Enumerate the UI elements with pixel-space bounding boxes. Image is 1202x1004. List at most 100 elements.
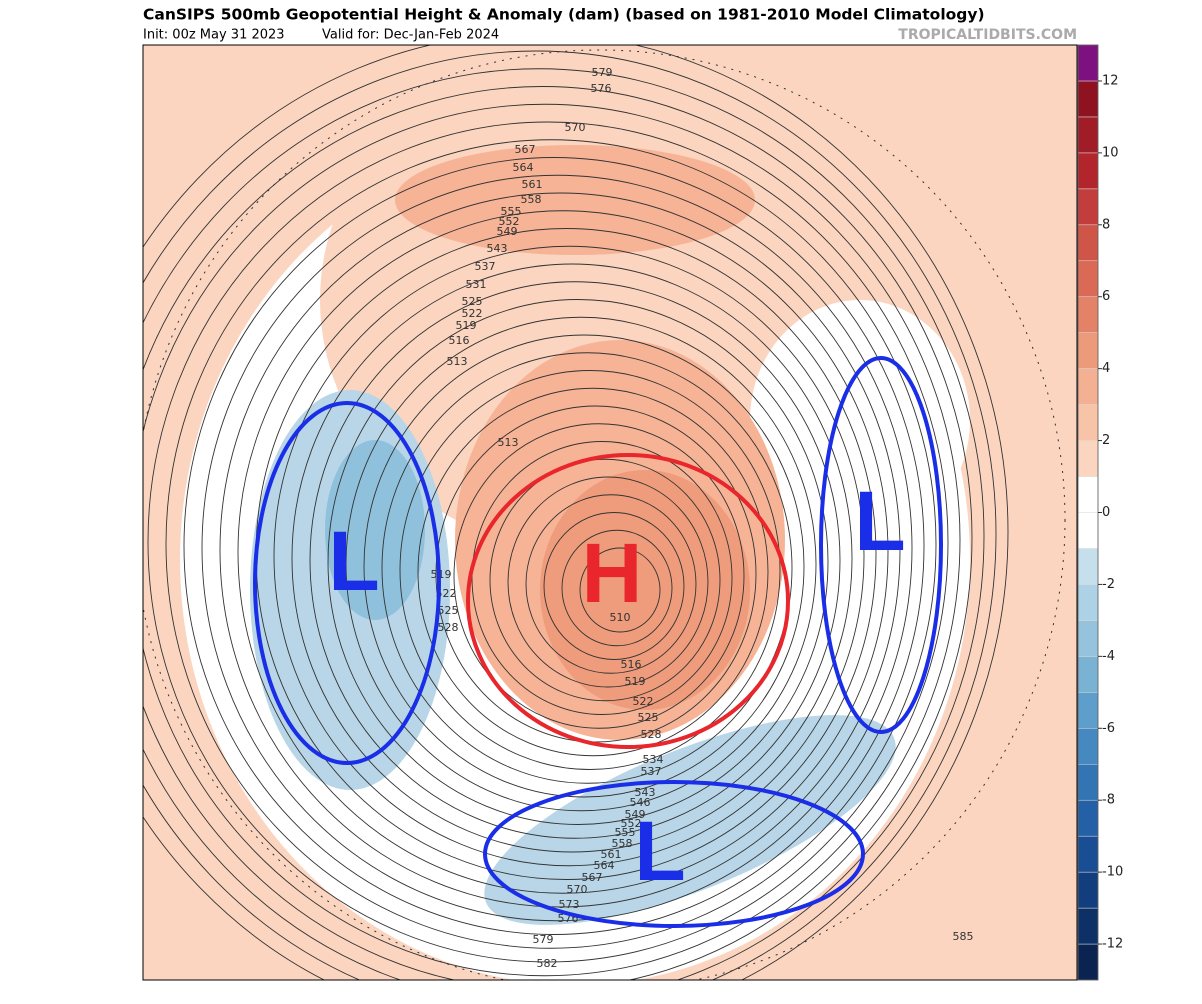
colorbar-label: -2	[1102, 577, 1115, 592]
contour-label: 579	[592, 66, 613, 79]
colorbar-label: 0	[1102, 505, 1110, 520]
high-outline	[466, 453, 790, 749]
contour-line	[453, 423, 745, 729]
contour-label: 549	[497, 225, 518, 238]
colorbar: -12 -10 -8 -6 -4 -2 0 2 4 6 8 10 12	[1077, 44, 1123, 981]
contour-line	[507, 476, 709, 688]
contour-line	[435, 405, 757, 743]
colorbar-bin	[1077, 656, 1099, 693]
contour-label: 525	[638, 711, 659, 724]
contour-label: 552	[499, 215, 520, 228]
contour-line	[201, 174, 913, 922]
height-contours	[143, 45, 1009, 980]
contour-label: 549	[625, 808, 646, 821]
contour-label: 570	[567, 883, 588, 896]
contour-label: 582	[537, 957, 558, 970]
colorbar-bin	[1077, 224, 1099, 262]
contour-labels: 579 576 570 567 564 561 558 555 552 549 …	[431, 66, 974, 970]
colorbar-bin	[1077, 584, 1099, 621]
contour-line	[399, 370, 781, 770]
colorbar-bin	[1077, 296, 1099, 333]
contour-line	[561, 529, 673, 647]
colorbar-bin	[1077, 871, 1099, 909]
colorbar-bin	[1077, 368, 1099, 405]
contour-label: 519	[625, 675, 646, 688]
low-label: L	[854, 474, 905, 568]
contour-line	[417, 387, 769, 757]
colorbar-bin	[1077, 620, 1099, 657]
contour-label: 552	[621, 817, 642, 830]
contour-line	[219, 192, 901, 908]
contour-label: 567	[515, 143, 536, 156]
contour-label: 558	[521, 193, 542, 206]
contour-line	[489, 458, 721, 702]
low-outline	[483, 780, 865, 928]
neutral-zone	[750, 300, 970, 540]
contour-line	[543, 512, 685, 660]
contour-label: 516	[449, 334, 470, 347]
contour-label: 531	[466, 278, 487, 291]
contour-label: 555	[615, 826, 636, 839]
contour-label: 537	[475, 260, 496, 273]
colorbar-bin	[1077, 512, 1099, 549]
contour-label: 573	[559, 898, 580, 911]
colorbar-bin	[1077, 548, 1099, 585]
colorbar-bin	[1077, 116, 1099, 154]
contour-line	[143, 86, 973, 980]
contour-line	[143, 45, 1009, 980]
credit: TROPICALTIDBITS.COM	[898, 27, 1077, 43]
contour-label: 561	[601, 848, 622, 861]
contour-line	[143, 50, 997, 980]
colorbar-label: -4	[1102, 649, 1115, 664]
contour-label: 528	[438, 621, 459, 634]
contour-line	[363, 334, 805, 798]
low-label: L	[328, 514, 379, 608]
contour-line	[579, 547, 661, 633]
contour-label: 576	[591, 82, 612, 95]
contour-label: 564	[513, 161, 534, 174]
colorbar-label: 2	[1102, 433, 1110, 448]
colorbar-bin	[1077, 332, 1099, 369]
colorbar-label: 10	[1102, 145, 1119, 160]
contour-line	[291, 263, 853, 853]
colorbar-label: 8	[1102, 217, 1110, 232]
colorbar-bin	[1077, 728, 1099, 765]
colorbar-bin	[1077, 188, 1099, 226]
colorbar-bin	[1077, 44, 1099, 82]
contour-line	[381, 352, 793, 784]
contour-line	[237, 210, 889, 894]
colorbar-bin	[1077, 476, 1099, 513]
colorbar-bin	[1077, 80, 1099, 118]
low-label: L	[634, 804, 685, 898]
contour-line	[147, 121, 949, 963]
valid-time: Valid for: Dec-Jan-Feb 2024	[322, 28, 499, 43]
contour-label: 516	[621, 658, 642, 671]
latitude-circle	[143, 49, 1066, 980]
contour-line	[345, 316, 817, 812]
contour-label: 525	[438, 604, 459, 617]
map: 579 576 570 567 564 561 558 555 552 549 …	[143, 45, 1077, 980]
colorbar-label: 4	[1102, 361, 1110, 376]
contour-label: 537	[641, 765, 662, 778]
contour-label: 525	[462, 295, 483, 308]
contour-label: 570	[565, 121, 586, 134]
colorbar-bin	[1077, 692, 1099, 729]
contour-label: 519	[456, 319, 477, 332]
contour-line	[327, 299, 829, 825]
contour-line	[165, 139, 937, 949]
contour-label: 558	[612, 837, 633, 850]
map-frame	[142, 44, 1078, 981]
colorbar-bin	[1077, 404, 1099, 441]
contour-line	[143, 68, 985, 980]
contour-label: 528	[641, 728, 662, 741]
contour-label: 522	[462, 307, 483, 320]
colorbar-label: 12	[1102, 73, 1119, 88]
contour-label: 567	[582, 871, 603, 884]
contour-label: 513	[447, 355, 468, 368]
cold-anomaly	[484, 715, 896, 925]
colorbar-label: 6	[1102, 289, 1110, 304]
contour-line	[143, 103, 961, 977]
contour-label: 522	[633, 695, 654, 708]
colorbar-label: -12	[1102, 937, 1123, 952]
